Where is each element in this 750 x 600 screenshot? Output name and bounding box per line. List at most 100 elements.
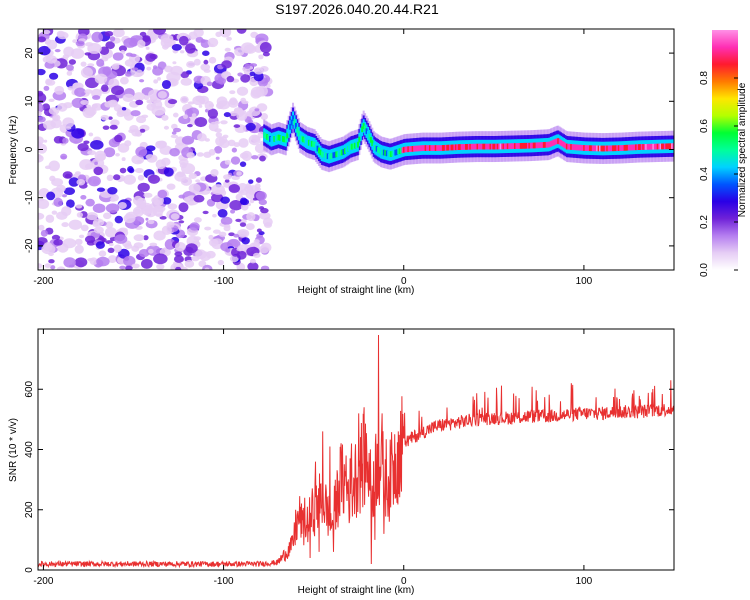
- spectrogram-noise-cell: [237, 72, 244, 77]
- spectrogram-noise-cell: [263, 222, 273, 228]
- spectrogram-noise-cell: [104, 227, 117, 238]
- spectrogram-signal-cell: [270, 136, 273, 143]
- spectrogram-signal-cell: [310, 140, 313, 147]
- spectrogram-noise-cell: [163, 125, 170, 130]
- spectrogram-signal-cell: [440, 145, 443, 151]
- spectrogram-noise-cell: [53, 197, 63, 207]
- spectrogram-noise-cell: [245, 223, 255, 231]
- spectrogram-noise-cell: [205, 250, 216, 259]
- spectrogram-noise-cell: [123, 174, 137, 185]
- spectrogram-noise-cell: [137, 182, 150, 192]
- spectrogram-noise-cell: [145, 53, 157, 62]
- spectrogram-noise-cell: [87, 258, 95, 262]
- spectrogram-signal-cell: [496, 143, 499, 150]
- spectrogram-noise-cell: [96, 59, 105, 67]
- spectrogram-signal-cell: [652, 143, 655, 150]
- spectrogram-signal-cell: [332, 152, 335, 159]
- spectrogram-signal-cell: [528, 142, 531, 149]
- spectrogram-signal-cell: [522, 142, 525, 149]
- spectrogram-signal-cell: [629, 144, 632, 151]
- spectrogram-noise-cell: [135, 146, 148, 158]
- spectrogram-signal-cell: [312, 141, 315, 148]
- spectrogram-noise-cell: [107, 116, 113, 120]
- spectrogram-signal-cell: [613, 145, 616, 152]
- spectrogram-noise-cell: [169, 148, 180, 157]
- spectrogram-signal-cell: [590, 145, 593, 152]
- spectrogram-noise-cell: [236, 171, 242, 176]
- spectrogram-y-label: Frequency (Hz): [8, 116, 19, 185]
- spectrogram-noise-cell: [249, 71, 256, 77]
- spectrogram-signal-cell: [306, 139, 309, 146]
- spectrogram-noise-cell: [132, 92, 146, 101]
- spectrogram-noise-cell: [162, 197, 172, 205]
- spectrogram-noise-cell: [236, 29, 247, 34]
- spectrogram-signal-cell: [490, 143, 493, 150]
- spectrogram-signal-cell: [547, 141, 550, 148]
- spectrogram-signal-cell: [479, 143, 482, 150]
- spectrogram-noise-cell: [48, 160, 60, 172]
- spectrogram-signal-cell: [328, 153, 331, 160]
- spectrogram-noise-cell: [180, 95, 189, 104]
- spectrogram-noise-cell: [48, 259, 55, 264]
- spectrogram-signal-cell: [428, 145, 431, 151]
- colorbar-ticks: 0.0 0.2 0.4 0.6 0.8: [699, 71, 738, 277]
- spectrogram-noise-cell: [155, 159, 167, 170]
- spectrogram-noise-cell: [152, 66, 164, 76]
- spectrogram-noise-cell: [240, 97, 247, 103]
- spectrogram-noise-cell: [50, 118, 62, 129]
- spectrogram-signal-cell: [358, 136, 361, 143]
- spectrogram-noise-cell: [203, 59, 209, 65]
- spectrogram-noise-cell: [103, 147, 116, 158]
- spectrogram-noise-cell: [217, 259, 225, 266]
- spectrogram-signal-cell: [646, 143, 649, 150]
- spectrogram-noise-cell: [223, 112, 231, 118]
- spectrogram-noise-cell: [87, 175, 101, 187]
- spectrogram-signal-cell: [658, 143, 661, 150]
- spectrogram-noise-cell: [204, 226, 212, 231]
- spectrogram-signal-cell: [294, 122, 297, 129]
- spectrogram-signal-cell: [580, 144, 583, 151]
- spectrogram-noise-cell: [172, 61, 177, 65]
- spectrogram-noise-cell: [143, 95, 150, 101]
- spectrogram-signal-cell: [338, 150, 341, 157]
- spectrogram-noise-cell: [217, 208, 228, 218]
- spectrogram-noise-cell: [113, 174, 121, 181]
- spectrogram-signal-cell: [441, 145, 444, 151]
- spectrogram-signal-cell: [397, 148, 400, 155]
- spectrogram-signal-cell: [526, 142, 529, 149]
- spectrogram-noise-cell: [74, 244, 84, 254]
- spectrogram-noise-cell: [163, 167, 174, 177]
- spectrogram-noise-cell: [208, 238, 219, 247]
- spectrogram-signal-cell: [574, 144, 577, 151]
- spectrogram-noise-cell: [87, 63, 95, 67]
- spectrogram-noise-cell: [208, 121, 219, 132]
- spectrogram-y-ticks: 20 10 0 -10 -20: [24, 47, 674, 253]
- spectrogram-noise-cell: [110, 197, 116, 202]
- spectrogram-noise-cell: [151, 197, 159, 204]
- spectrogram-signal-cell: [447, 144, 450, 151]
- spectrogram-noise-cell: [206, 81, 213, 87]
- spectrogram-signal-cell: [557, 138, 560, 144]
- spectrogram-noise-cell: [100, 114, 109, 121]
- spectrogram-noise-cell: [99, 46, 110, 55]
- spectrogram-signal-cell: [346, 146, 349, 152]
- spectrogram-noise-cell: [258, 245, 270, 254]
- spectrogram-noise-cell: [43, 139, 48, 143]
- spectrogram-signal-cell: [505, 143, 508, 150]
- colorbar-tick-label: 0.0: [699, 263, 710, 277]
- spectrogram-signal-cell: [430, 145, 433, 151]
- spectrogram-signal-cell: [274, 135, 277, 142]
- spectrogram-signal-cell: [620, 145, 623, 151]
- spectrogram-noise-cell: [215, 132, 223, 138]
- spectrogram-x-label: Height of straight line (km): [298, 285, 415, 296]
- spectrogram-noise-cell: [254, 143, 266, 154]
- spectrogram-noise-cell: [79, 159, 93, 171]
- spectrogram-noise-cell: [147, 174, 160, 184]
- spectrogram-noise-cell: [38, 212, 45, 220]
- spectrogram-signal-cell: [413, 145, 416, 152]
- spectrogram-noise-cell: [226, 75, 235, 83]
- spectrogram-noise-cell: [248, 106, 261, 117]
- spectrogram-signal-cell: [305, 138, 308, 145]
- spectrogram-signal-cell: [462, 144, 465, 150]
- spectrogram-noise-cell: [233, 233, 240, 238]
